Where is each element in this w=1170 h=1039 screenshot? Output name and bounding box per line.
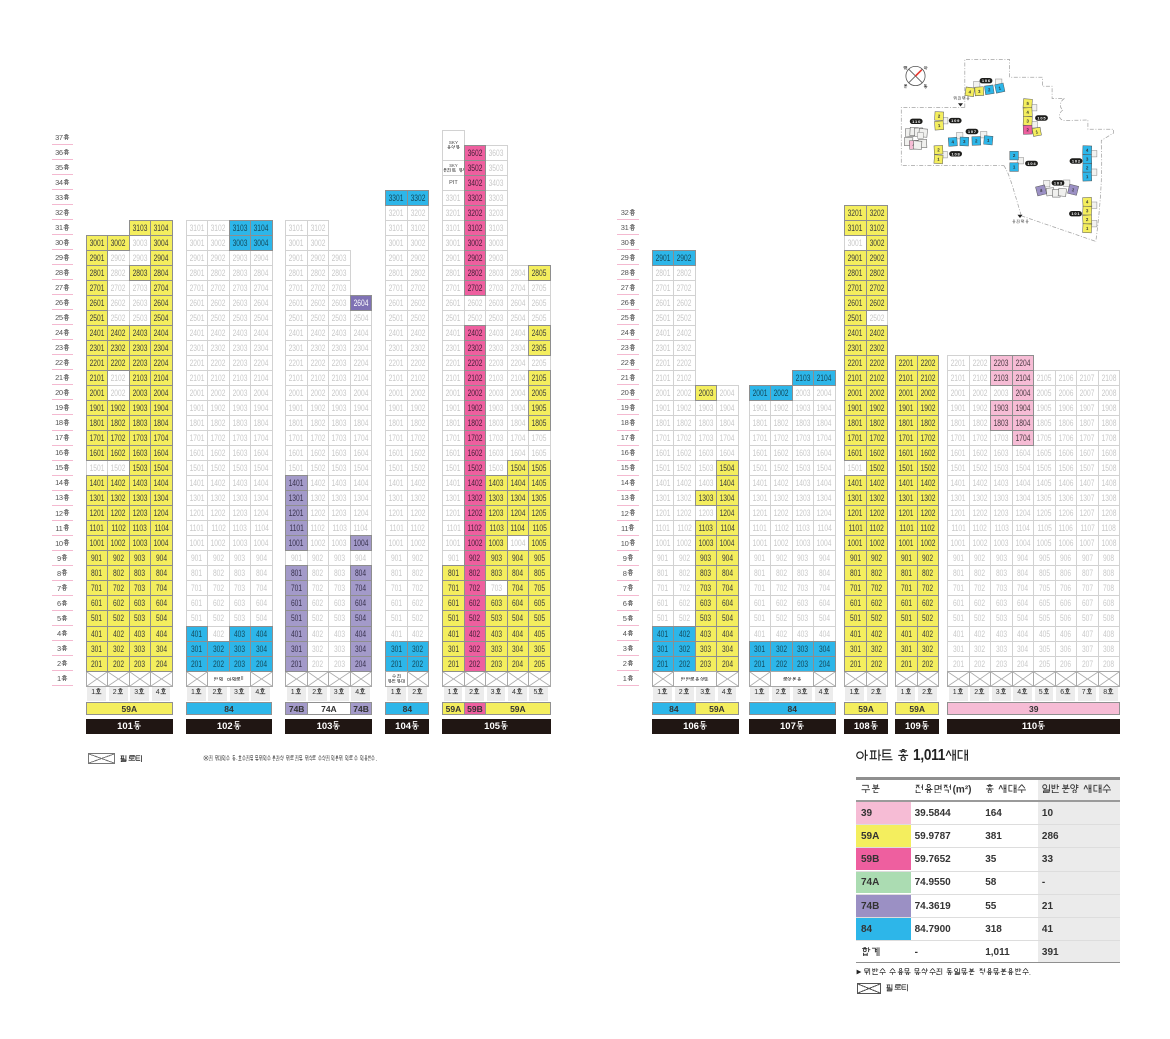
svg-text:2: 2 xyxy=(975,138,978,143)
svg-text:103: 103 xyxy=(1054,180,1063,185)
svg-text:4: 4 xyxy=(1086,199,1089,204)
svg-text:1: 1 xyxy=(938,123,941,128)
svg-text:4: 4 xyxy=(1086,148,1089,153)
svg-text:106: 106 xyxy=(982,78,991,83)
svg-text:1: 1 xyxy=(1035,129,1039,134)
svg-text:2: 2 xyxy=(1026,127,1029,132)
svg-text:2: 2 xyxy=(937,147,940,152)
svg-text:1: 1 xyxy=(1086,174,1089,179)
svg-text:101: 101 xyxy=(1071,211,1080,216)
svg-text:3: 3 xyxy=(963,139,966,144)
svg-text:4: 4 xyxy=(951,139,954,144)
svg-text:1: 1 xyxy=(998,85,1002,91)
svg-text:1: 1 xyxy=(987,138,990,143)
svg-text:110: 110 xyxy=(912,119,921,124)
svg-text:4: 4 xyxy=(968,89,972,94)
svg-text:2: 2 xyxy=(1013,153,1016,158)
svg-text:2: 2 xyxy=(1086,165,1089,170)
svg-text:3: 3 xyxy=(978,89,981,94)
svg-text:4: 4 xyxy=(1026,110,1029,115)
svg-text:105: 105 xyxy=(1037,116,1046,121)
svg-text:1: 1 xyxy=(1086,226,1089,231)
svg-text:1: 1 xyxy=(1013,165,1016,170)
svg-text:3: 3 xyxy=(1026,119,1029,124)
svg-text:108: 108 xyxy=(952,151,961,156)
svg-text:5: 5 xyxy=(1026,101,1029,106)
svg-text:107: 107 xyxy=(968,129,977,134)
svg-text:2: 2 xyxy=(938,114,941,119)
svg-text:104: 104 xyxy=(1027,161,1036,166)
svg-text:2: 2 xyxy=(988,87,992,92)
svg-text:4: 4 xyxy=(1039,188,1043,194)
svg-text:2: 2 xyxy=(1086,217,1089,222)
svg-text:3: 3 xyxy=(1086,157,1089,162)
svg-text:102: 102 xyxy=(1072,159,1081,164)
svg-text:1: 1 xyxy=(1071,187,1075,193)
svg-text:1: 1 xyxy=(937,157,940,162)
svg-text:109: 109 xyxy=(951,118,960,123)
svg-text:3: 3 xyxy=(1086,208,1089,213)
